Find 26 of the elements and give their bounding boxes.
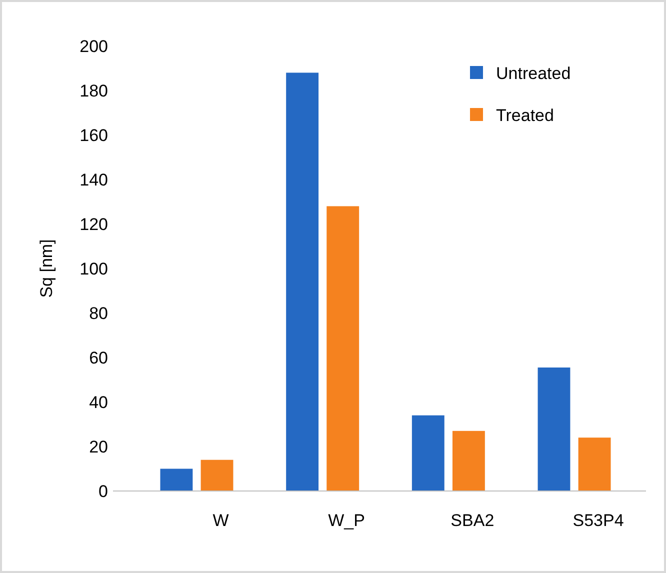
y-tick-label: 160 [80, 126, 108, 145]
x-tick-label: W_P [328, 511, 365, 530]
bar [412, 415, 444, 491]
x-tick-label: SBA2 [450, 511, 494, 530]
bar [538, 368, 570, 491]
y-tick-label: 100 [80, 259, 108, 278]
legend-label: Treated [496, 106, 554, 125]
y-tick-label: 80 [89, 304, 108, 323]
bar [452, 430, 485, 491]
legend-label: Untreated [496, 64, 571, 83]
x-tick-label: S53P4 [572, 511, 624, 530]
y-tick-label: 20 [89, 437, 108, 456]
bar [326, 206, 360, 491]
bar [160, 468, 193, 491]
y-tick-label: 180 [80, 81, 108, 100]
bar [286, 72, 319, 491]
y-tick-label: 140 [80, 170, 108, 190]
x-tick-label: W [212, 511, 229, 530]
y-tick-label: 40 [89, 392, 108, 412]
y-tick-label: 200 [80, 36, 108, 56]
bar [200, 460, 234, 491]
y-axis-title: Sq [nm] [37, 239, 56, 298]
y-tick-label: 60 [89, 348, 108, 368]
y-tick-label: 120 [80, 214, 108, 234]
bar [578, 438, 611, 491]
y-tick-label: 0 [98, 482, 108, 501]
